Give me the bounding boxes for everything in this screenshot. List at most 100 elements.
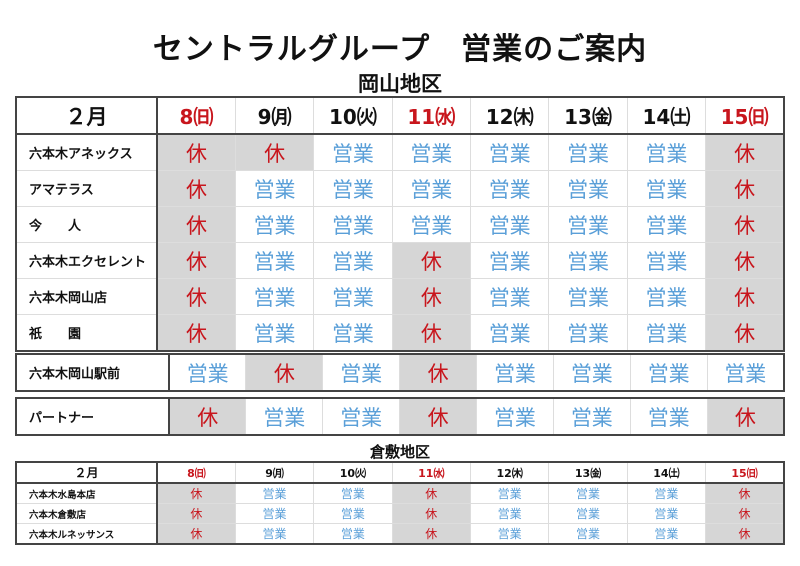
date-header: 13㈮ <box>548 96 628 135</box>
open-cell: 営業 <box>322 397 401 436</box>
closed-cell: 休 <box>705 170 785 207</box>
closed-cell: 休 <box>705 523 785 545</box>
open-cell: 営業 <box>626 133 707 171</box>
closed-cell: 休 <box>706 397 785 436</box>
date-header: 12㈭ <box>469 96 550 135</box>
open-cell: 営業 <box>313 314 393 352</box>
closed-cell: 休 <box>156 523 236 545</box>
date-header: 8㈰ <box>156 96 236 135</box>
open-cell: 営業 <box>313 278 393 315</box>
open-cell: 営業 <box>391 206 472 243</box>
closed-cell: 休 <box>156 133 236 171</box>
page-title: セントラルグループ 営業のご案内 <box>152 32 648 67</box>
closed-cell: 休 <box>399 353 477 392</box>
open-cell: 営業 <box>548 133 628 171</box>
open-cell: 営業 <box>626 278 707 315</box>
closed-cell: 休 <box>156 314 236 352</box>
closed-cell: 休 <box>234 133 315 171</box>
open-cell: 営業 <box>548 170 628 207</box>
store-name: 六本木水島本店 <box>15 482 158 504</box>
open-cell: 営業 <box>548 314 628 352</box>
okayama-station-table: 六本木岡山駅前 営業休営業休営業 営業 営業 営業 <box>15 353 785 392</box>
open-cell: 営業 <box>234 482 315 504</box>
closed-cell: 休 <box>705 133 785 171</box>
date-header: 11㈬ <box>391 96 472 135</box>
closed-cell: 休 <box>156 482 236 504</box>
store-row: 祇 園休営業 営業休営業 営業 営業休 <box>15 314 785 352</box>
closed-cell: 休 <box>391 503 472 524</box>
open-cell: 営業 <box>234 242 315 279</box>
open-cell: 営業 <box>469 314 550 352</box>
okayama-partner-table: パートナー休営業 営業休営業 営業 営業休 <box>15 397 785 436</box>
store-row: 今 人休営業 営業 営業 営業 営業 営業休 <box>15 206 785 243</box>
open-cell: 営業 <box>245 397 324 436</box>
open-cell: 営業 <box>626 482 707 504</box>
date-header: 11㈬ <box>391 461 472 484</box>
store-name: アマテラス <box>15 170 158 207</box>
closed-cell: 休 <box>156 503 236 524</box>
open-cell: 営業 <box>626 206 707 243</box>
date-header: 14㈯ <box>626 96 707 135</box>
store-name: パートナー <box>15 397 170 436</box>
store-name: 今 人 <box>15 206 158 243</box>
store-name: 六本木倉敷店 <box>15 503 158 524</box>
store-name: 六本木アネックス <box>15 133 158 171</box>
date-header: 12㈭ <box>469 461 550 484</box>
closed-cell: 休 <box>168 397 247 436</box>
header-row: ２月 8㈰ 9㈪ 10㈫ 11㈬ 12㈭ 13㈮ 14㈯ 15㈰ <box>15 96 785 135</box>
open-cell: 営業 <box>313 242 393 279</box>
open-cell: 営業 <box>548 242 628 279</box>
store-row: 六本木岡山駅前 営業休営業休営業 営業 営業 営業 <box>15 353 785 392</box>
open-cell: 営業 <box>313 482 393 504</box>
store-row: 六本木水島本店休営業 営業休営業 営業 営業休 <box>15 482 785 504</box>
open-cell: 営業 <box>234 314 315 352</box>
open-cell: 営業 <box>168 353 247 392</box>
open-cell: 営業 <box>476 353 554 392</box>
open-cell: 営業 <box>313 170 393 207</box>
open-cell: 営業 <box>548 278 628 315</box>
store-name: 祇 園 <box>15 314 158 352</box>
date-header: 8㈰ <box>156 461 236 484</box>
store-row: 六本木倉敷店休営業 営業休営業 営業 営業休 <box>15 503 785 524</box>
store-row: 六本木エクセレント休営業 営業休営業 営業 営業休 <box>15 242 785 279</box>
open-cell: 営業 <box>548 503 628 524</box>
closed-cell: 休 <box>391 314 472 352</box>
open-cell: 営業 <box>469 523 550 545</box>
open-cell: 営業 <box>469 482 550 504</box>
closed-cell: 休 <box>399 397 477 436</box>
closed-cell: 休 <box>156 170 236 207</box>
open-cell: 営業 <box>469 503 550 524</box>
date-header: 9㈪ <box>234 461 315 484</box>
open-cell: 営業 <box>476 397 554 436</box>
store-row: アマテラス休営業 営業 営業 営業 営業 営業休 <box>15 170 785 207</box>
date-header: 15㈰ <box>705 461 785 484</box>
closed-cell: 休 <box>156 242 236 279</box>
open-cell: 営業 <box>548 206 628 243</box>
store-name: 六本木ルネッサンス <box>15 523 158 545</box>
closed-cell: 休 <box>245 353 324 392</box>
open-cell: 営業 <box>391 170 472 207</box>
closed-cell: 休 <box>705 242 785 279</box>
open-cell: 営業 <box>548 482 628 504</box>
closed-cell: 休 <box>156 278 236 315</box>
date-header: 10㈫ <box>313 96 393 135</box>
store-row: 六本木ルネッサンス休営業 営業休営業 営業 営業休 <box>15 523 785 545</box>
month-label: ２月 <box>15 461 158 484</box>
open-cell: 営業 <box>469 242 550 279</box>
open-cell: 営業 <box>322 353 401 392</box>
header-row: ２月 8㈰ 9㈪ 10㈫ 11㈬ 12㈭ 13㈮ 14㈯ 15㈰ <box>15 461 785 484</box>
okayama-main-table: ２月 8㈰ 9㈪ 10㈫ 11㈬ 12㈭ 13㈮ 14㈯ 15㈰ 六本木アネックス休休営業 営業 営業… <box>15 96 785 352</box>
kurashiki-region-title: 倉敷地区 <box>369 443 430 461</box>
store-row: 六本木アネックス休休営業 営業 営業 営業 営業休 <box>15 133 785 171</box>
store-row: 六本木岡山店休営業 営業休営業 営業 営業休 <box>15 278 785 315</box>
date-header: 15㈰ <box>705 96 785 135</box>
open-cell: 営業 <box>391 133 472 171</box>
open-cell: 営業 <box>626 503 707 524</box>
open-cell: 営業 <box>548 523 628 545</box>
open-cell: 営業 <box>626 314 707 352</box>
closed-cell: 休 <box>705 206 785 243</box>
open-cell: 営業 <box>234 278 315 315</box>
closed-cell: 休 <box>156 206 236 243</box>
closed-cell: 休 <box>391 523 472 545</box>
open-cell: 営業 <box>626 523 707 545</box>
